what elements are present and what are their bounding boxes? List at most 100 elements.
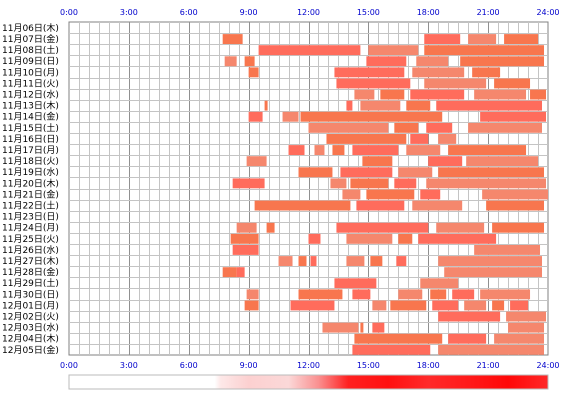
session-bar (398, 289, 423, 300)
session-bar (474, 89, 527, 100)
session-bar (246, 156, 267, 167)
session-bar (472, 67, 501, 78)
session-bar (380, 89, 405, 100)
session-bar (244, 56, 255, 67)
hourly-density-bar (68, 374, 549, 390)
session-bar (468, 34, 497, 44)
session-bar (466, 156, 539, 167)
session-bar (460, 56, 545, 67)
session-bar (298, 167, 333, 178)
session-bar (480, 111, 547, 122)
session-bar (334, 67, 405, 78)
row-label: 11月23日(日) (2, 212, 59, 223)
session-bar (222, 34, 243, 44)
session-bar (480, 289, 531, 300)
row-label: 11月27日(木) (2, 255, 59, 267)
session-bar (426, 178, 547, 189)
row-label: 12月02日(火) (2, 312, 59, 323)
x-tick-label-bottom: 18:00 (417, 361, 440, 370)
session-bar (406, 100, 431, 111)
session-bar (424, 34, 461, 44)
row-label: 11月18日(火) (2, 156, 59, 167)
session-bar (394, 122, 419, 133)
session-bar (396, 256, 407, 266)
session-bar (492, 222, 545, 233)
row-label: 12月05日(金) (2, 344, 59, 356)
session-bar (368, 45, 419, 56)
session-bar (438, 311, 501, 322)
session-bar (246, 289, 259, 300)
x-tick-label-top: 6:00 (180, 8, 198, 17)
session-bar (354, 333, 443, 344)
x-axis-bottom: 0:00 3:00 6:00 9:00 12:00 15:00 18:00 21:00 24:0… (60, 361, 560, 370)
session-bar (474, 245, 541, 255)
grid (68, 21, 549, 356)
session-bar (264, 100, 268, 111)
row-label: 11月29日(土) (2, 277, 59, 289)
session-bar (360, 322, 364, 333)
session-bar (530, 89, 547, 100)
session-bar (282, 111, 299, 122)
session-bar (360, 100, 401, 111)
session-bar (350, 178, 389, 189)
row-label: 12月04日(木) (2, 333, 59, 345)
x-tick-label-bottom: 9:00 (240, 361, 258, 370)
session-bar (420, 278, 459, 289)
session-bar (482, 189, 548, 200)
session-bar (248, 111, 263, 122)
row-labels: 11月06日(木)11月07日(金)11月08日(土)11月09日(日)11月1… (2, 22, 59, 356)
row-label: 11月25日(火) (2, 234, 59, 245)
x-tick-label-bottom: 21:00 (477, 361, 500, 370)
row-label: 11月11日(火) (2, 78, 59, 89)
x-tick-label-top: 12:00 (297, 8, 320, 17)
session-bar (390, 300, 427, 311)
session-bar (412, 67, 465, 78)
session-bar (448, 333, 487, 344)
session-bar (352, 344, 431, 355)
row-label: 11月24日(月) (2, 223, 59, 234)
row-label: 11月09日(日) (2, 56, 59, 67)
session-bar (308, 233, 321, 244)
session-bar (398, 167, 433, 178)
session-bar (232, 178, 265, 189)
x-tick-label-bottom: 6:00 (180, 361, 198, 370)
session-bar (366, 56, 407, 67)
session-bar (254, 200, 351, 211)
row-label: 11月19日(水) (2, 166, 59, 178)
session-bar (310, 256, 317, 266)
session-bar (266, 222, 275, 233)
session-bar (506, 311, 547, 322)
row-label: 12月01日(月) (2, 300, 59, 311)
x-tick-label-top: 0:00 (60, 8, 78, 17)
session-bar (430, 289, 447, 300)
session-bar (222, 267, 237, 278)
row-label: 11月17日(月) (2, 145, 59, 156)
session-bar (346, 233, 393, 244)
session-bar (416, 56, 449, 67)
session-bar (424, 45, 545, 56)
session-bar (366, 189, 415, 200)
row-label: 11月22日(土) (2, 200, 59, 212)
row-label: 11月28日(金) (2, 266, 59, 278)
row-label: 11月13日(木) (2, 100, 59, 112)
session-bar (492, 300, 505, 311)
x-tick-label-top: 21:00 (477, 8, 500, 17)
session-bar (342, 189, 361, 200)
session-bar (398, 233, 413, 244)
session-bar (346, 256, 365, 266)
session-bar (288, 145, 305, 155)
session-bar (308, 122, 389, 133)
session-bar (418, 233, 497, 244)
session-bar (438, 134, 457, 144)
session-bar (394, 178, 417, 189)
session-bar (248, 67, 259, 78)
session-bar (494, 78, 531, 89)
session-bar (420, 189, 441, 200)
session-bar (432, 300, 459, 311)
session-bar (508, 322, 545, 333)
session-bar (438, 344, 545, 355)
session-bar (330, 178, 347, 189)
session-bar (494, 333, 545, 344)
session-bar (438, 256, 543, 266)
session-bar (336, 222, 429, 233)
